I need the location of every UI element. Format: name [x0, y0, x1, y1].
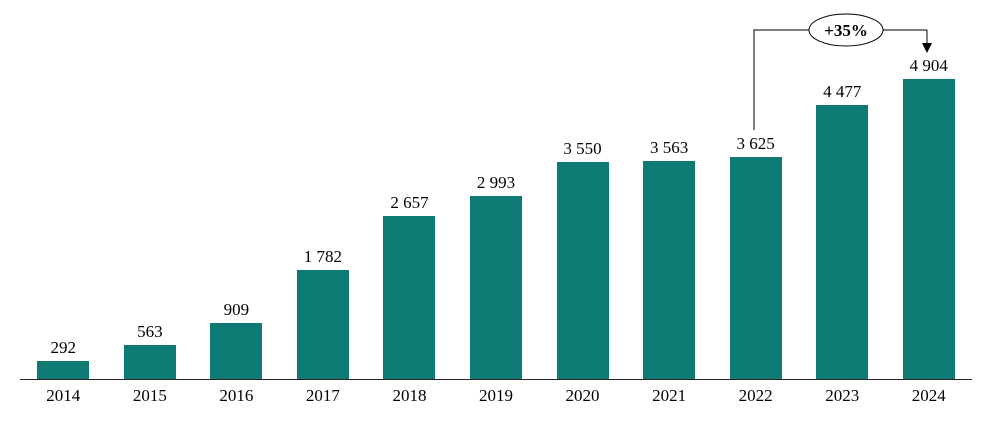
- bar-value-label: 3 563: [649, 138, 689, 157]
- bar-column: 3 563: [626, 139, 713, 379]
- bar: [123, 345, 176, 379]
- x-axis-tick-label: 2014: [46, 386, 81, 405]
- bar-column: 3 550: [539, 140, 626, 379]
- bar: [470, 196, 522, 379]
- bar: [556, 162, 609, 379]
- bar-value-label: 2 657: [390, 193, 429, 212]
- bar-column: 909: [193, 301, 280, 379]
- bar-column: 3 625: [712, 135, 799, 379]
- x-axis-tick-label: 2020: [565, 386, 600, 405]
- x-axis-tick-label: 2017: [305, 386, 340, 405]
- bar: [383, 216, 436, 379]
- bar: [643, 161, 696, 379]
- bar-value-label: 909: [223, 300, 250, 319]
- bar-column: 2 993: [453, 174, 540, 379]
- bar: [729, 157, 782, 379]
- bar: [902, 79, 955, 379]
- x-axis-tick-label: 2018: [392, 386, 427, 405]
- bar-value-label: 1 782: [303, 247, 343, 266]
- bar-value-label: 3 625: [736, 134, 775, 153]
- bar-value-label: 2 993: [476, 173, 516, 192]
- bar-value-label: 3 550: [563, 139, 602, 158]
- bar-chart: 292 563 909 1 782 2 657 2 993 3 550 3 563 3 625 4…: [20, 0, 972, 380]
- x-axis-tick-label: 2022: [738, 386, 773, 405]
- bar-column: 292: [20, 339, 107, 379]
- bar-value-label: 563: [137, 322, 163, 341]
- x-axis-tick-label: 2024: [911, 386, 946, 405]
- bar: [296, 270, 349, 379]
- x-axis-tick-label: 2021: [652, 386, 687, 405]
- x-axis-tick-label: 2016: [219, 386, 254, 405]
- bar-column: 2 657: [366, 194, 453, 379]
- x-axis-tick-label: 2019: [479, 386, 513, 405]
- bar-value-label: 4 477: [823, 82, 862, 101]
- bar: [816, 105, 869, 379]
- x-axis-tick-label: 2023: [825, 386, 860, 405]
- bar: [210, 323, 263, 379]
- bar-column: 563: [107, 323, 194, 379]
- bar-value-label: 4 904: [909, 56, 948, 75]
- bar: [37, 361, 90, 379]
- bar-value-label: 292: [50, 338, 77, 357]
- x-axis: 2014 2015 2016 2017 2018 2019 2020 2021 2022 2023…: [20, 386, 972, 406]
- bar-column: 1 782: [280, 248, 367, 379]
- bar-column: 4 904: [885, 57, 972, 379]
- x-axis-tick-label: 2015: [132, 386, 167, 405]
- bar-column: 4 477: [799, 83, 886, 379]
